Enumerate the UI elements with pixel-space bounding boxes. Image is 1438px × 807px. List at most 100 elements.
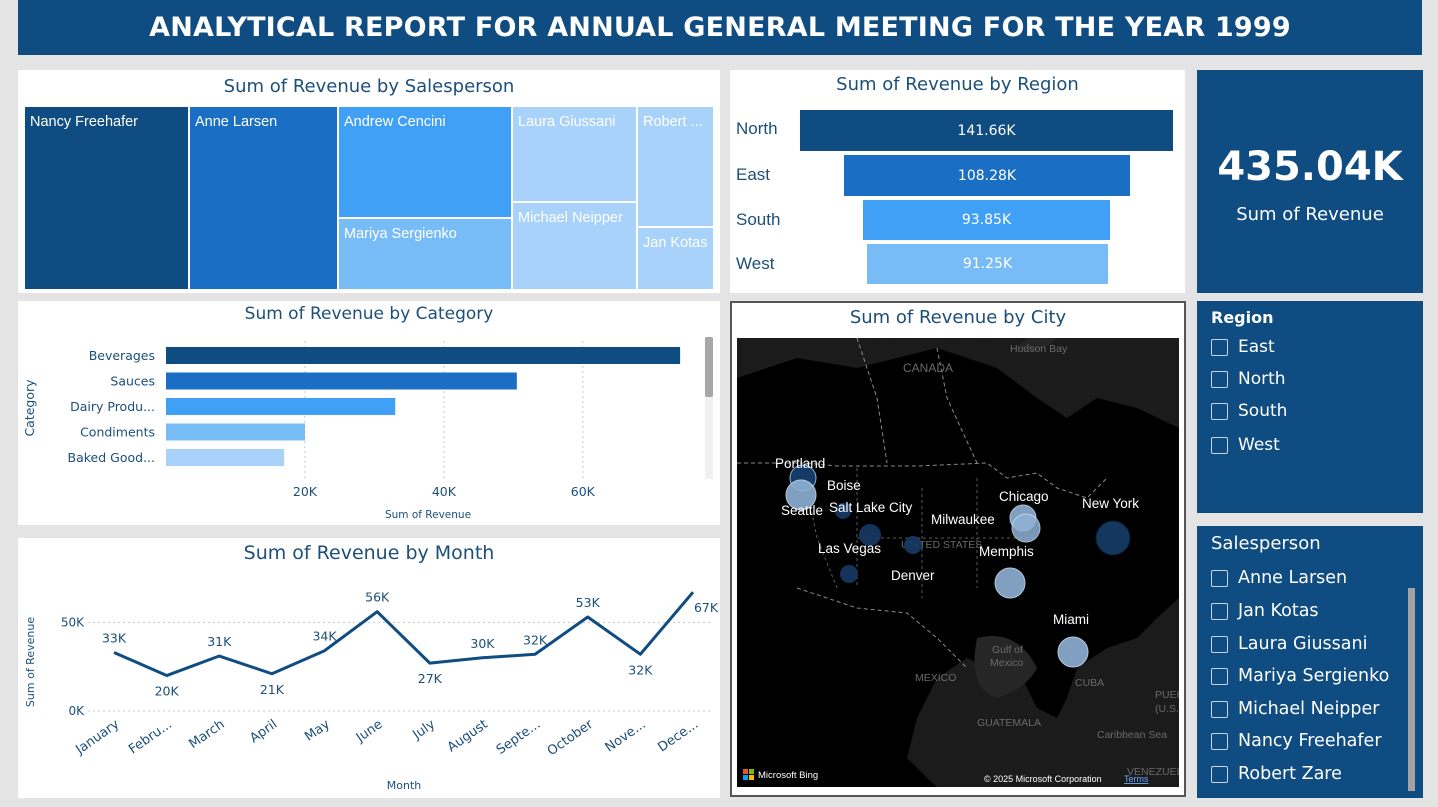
city-map-title: Sum of Revenue by City: [849, 307, 1067, 328]
region-option-label: East: [1238, 337, 1275, 357]
map-city-milwaukee: Milwaukee: [931, 512, 995, 527]
treemap-cell-anne-larsen[interactable]: Anne Larsen: [189, 106, 338, 290]
salesperson-option-label: Laura Giussani: [1238, 634, 1368, 654]
checkbox-icon[interactable]: [1211, 765, 1228, 783]
category-bar[interactable]: [166, 423, 305, 441]
month-x-tick: June: [353, 717, 386, 746]
month-revenue-line[interactable]: [113, 591, 695, 678]
category-chart-title: Sum of Revenue by Category: [244, 304, 494, 324]
total-revenue-card: 435.04K Sum of Revenue: [1197, 70, 1423, 293]
region-option-north[interactable]: North: [1211, 369, 1286, 389]
category-chart-panel: Sum of Revenue by Category 20K 40K 60K Beve…: [18, 301, 720, 525]
map-city-chicago: Chicago: [999, 489, 1049, 504]
map-terms-link[interactable]: Terms: [1124, 774, 1149, 784]
month-x-tick: October: [545, 717, 597, 760]
checkbox-icon[interactable]: [1211, 569, 1228, 587]
category-x-tick: 20K: [293, 484, 318, 499]
checkbox-icon[interactable]: [1211, 602, 1228, 620]
category-label: Dairy Produ...: [70, 399, 155, 414]
checkbox-icon[interactable]: [1211, 436, 1228, 454]
salesperson-option-jan-kotas[interactable]: Jan Kotas: [1211, 601, 1319, 621]
category-label: Condiments: [80, 425, 155, 440]
region-option-label: North: [1238, 369, 1286, 389]
bubble-memphis[interactable]: [994, 567, 1026, 599]
region-option-east[interactable]: East: [1211, 337, 1275, 357]
map-label-mexico: MEXICO: [915, 672, 956, 684]
bubble-salt-lake-city[interactable]: [859, 524, 881, 546]
treemap-cell-laura-giussani[interactable]: Laura Giussani: [512, 106, 637, 202]
checkbox-icon[interactable]: [1211, 402, 1228, 420]
map-label-venezuela: VENEZUELA: [1127, 766, 1179, 778]
bubble-new-york[interactable]: [1095, 520, 1131, 556]
category-scrollbar-thumb[interactable]: [705, 337, 713, 397]
city-bubble-map[interactable]: Hudson Bay CANADA UNITED STATES Gulf of …: [737, 338, 1179, 787]
bubble-milwaukee[interactable]: [1011, 513, 1041, 543]
bubble-denver[interactable]: [904, 536, 922, 554]
report-title: ANALYTICAL REPORT FOR ANNUAL GENERAL MEE…: [18, 0, 1422, 55]
funnel-label-north: North: [736, 119, 778, 138]
funnel-bar-north[interactable]: 141.66K: [800, 110, 1173, 151]
category-bar[interactable]: [166, 398, 396, 415]
funnel-label-east: East: [736, 165, 771, 184]
funnel-bar-south[interactable]: 93.85K: [863, 200, 1110, 240]
month-data-label: 53K: [576, 595, 601, 610]
salesperson-option-label: Anne Larsen: [1238, 568, 1348, 588]
category-scrollbar-track[interactable]: [705, 337, 713, 479]
checkbox-icon[interactable]: [1211, 635, 1228, 653]
salesperson-option-anne-larsen[interactable]: Anne Larsen: [1211, 568, 1347, 588]
map-label-mexico-gulf: Mexico: [990, 657, 1023, 669]
treemap-cell-robert-zare[interactable]: Robert ...: [637, 106, 714, 227]
bubble-miami[interactable]: [1057, 636, 1089, 668]
map-brand: Microsoft Bing: [758, 770, 818, 781]
map-label-guatemala: GUATEMALA: [977, 717, 1041, 729]
salesperson-option-laura-giussani[interactable]: Laura Giussani: [1211, 634, 1367, 654]
month-x-tick: Febru...: [126, 717, 175, 757]
category-bar[interactable]: [166, 372, 517, 390]
salesperson-option-robert-zare[interactable]: Robert Zare: [1211, 764, 1342, 784]
map-city-portland: Portland: [775, 456, 825, 471]
month-data-label: 67K: [694, 600, 719, 615]
category-bar[interactable]: [166, 449, 285, 466]
salesperson-option-label: Michael Neipper: [1238, 699, 1380, 719]
category-bar[interactable]: [166, 347, 681, 364]
month-x-tick: Septe...: [494, 717, 544, 758]
checkbox-icon[interactable]: [1211, 700, 1228, 718]
month-x-tick: May: [302, 717, 333, 745]
salesperson-option-label: Nancy Freehafer: [1238, 731, 1382, 751]
salesperson-option-nancy-freehafer[interactable]: Nancy Freehafer: [1211, 731, 1382, 751]
map-label-puer: PUER: [1155, 689, 1179, 701]
salesperson-option-label: Mariya Sergienko: [1238, 666, 1390, 686]
bubble-boise[interactable]: [835, 503, 851, 519]
checkbox-icon[interactable]: [1211, 732, 1228, 750]
treemap-cell-michael-neipper[interactable]: Michael Neipper: [512, 202, 637, 290]
region-option-west[interactable]: West: [1211, 435, 1280, 455]
salesperson-option-michael-neipper[interactable]: Michael Neipper: [1211, 699, 1380, 719]
month-y-tick: 50K: [61, 615, 85, 629]
salesperson-treemap-panel: Sum of Revenue by Salesperson Nancy Free…: [18, 70, 720, 293]
microsoft-logo-icon: [743, 769, 754, 780]
salesperson-slicer-scrollbar[interactable]: [1408, 588, 1415, 791]
treemap-cell-mariya-sergienko[interactable]: Mariya Sergienko: [338, 218, 512, 290]
funnel-bar-west[interactable]: 91.25K: [867, 244, 1108, 284]
checkbox-icon[interactable]: [1211, 370, 1228, 388]
checkbox-icon[interactable]: [1211, 667, 1228, 685]
region-option-south[interactable]: South: [1211, 401, 1287, 421]
checkbox-icon[interactable]: [1211, 338, 1228, 356]
category-x-axis-title: Sum of Revenue: [385, 509, 471, 521]
bubble-las-vegas[interactable]: [840, 565, 858, 583]
month-data-label: 33K: [102, 630, 127, 645]
month-x-axis-title: Month: [387, 779, 422, 792]
category-x-tick: 60K: [571, 484, 596, 499]
month-data-label: 31K: [207, 634, 232, 649]
treemap-cell-andrew-cencini[interactable]: Andrew Cencini: [338, 106, 512, 218]
bubble-seattle[interactable]: [785, 479, 817, 511]
treemap-cell-nancy-freehafer[interactable]: Nancy Freehafer: [24, 106, 189, 290]
salesperson-option-label: Robert Zare: [1238, 764, 1342, 784]
month-chart-panel: Sum of Revenue by Month 0K 50K 33K 20K 31K 21…: [18, 538, 720, 798]
funnel-bar-east[interactable]: 108.28K: [844, 155, 1130, 196]
category-label: Beverages: [89, 348, 155, 363]
salesperson-option-mariya-sergienko[interactable]: Mariya Sergienko: [1211, 666, 1389, 686]
region-option-label: South: [1238, 401, 1288, 421]
treemap-cell-jan-kotas[interactable]: Jan Kotas: [637, 227, 714, 290]
month-data-label: 56K: [365, 590, 390, 605]
